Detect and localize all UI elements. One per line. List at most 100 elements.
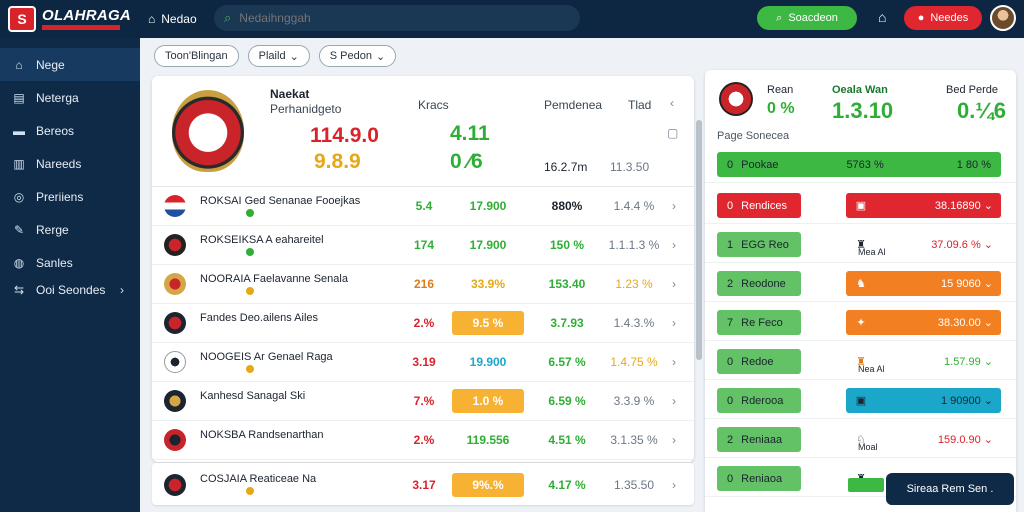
chevron-right-icon[interactable]: › bbox=[672, 394, 676, 408]
search-input[interactable] bbox=[239, 11, 540, 25]
table-icon: ▥ bbox=[13, 156, 25, 171]
nav-home[interactable]: ⌂ Nedao bbox=[148, 12, 197, 26]
featured-subtitle: Perhanidgeto bbox=[270, 102, 342, 116]
table-row[interactable]: ROKSEIKSA A eahareitel 174 17.900 150 % … bbox=[152, 226, 694, 265]
brand-logo[interactable]: S OLAHRAGA bbox=[0, 0, 140, 38]
team-crest bbox=[719, 82, 753, 116]
bet-sub-label: Mea Al bbox=[858, 246, 886, 257]
odds-col2[interactable]: 17.900 bbox=[469, 238, 507, 252]
sidebar-item-label: Neterga bbox=[36, 90, 79, 105]
bet-option-right[interactable]: ▣ 38.16890 ⌄ bbox=[846, 193, 1001, 218]
red-action-label: Needes bbox=[930, 12, 969, 24]
bet-option-left[interactable]: 2 Reodone bbox=[717, 271, 801, 296]
sidebar-item-5[interactable]: ✎ Rerge bbox=[0, 213, 140, 246]
bet-slip-button[interactable]: Sireaa Rem Sen . bbox=[886, 473, 1014, 505]
green-action-button[interactable]: ⌕ Soacdeon bbox=[757, 6, 857, 30]
table-row[interactable]: NOOGEIS Ar Genael Raga 3.19 19.900 6.57 … bbox=[152, 343, 694, 382]
odds-col1: 216 bbox=[413, 277, 435, 291]
odds-col2[interactable]: 9%.% bbox=[452, 472, 524, 497]
odds-col3: 6.57 % bbox=[548, 355, 586, 369]
odds-col2[interactable]: 9.5 % bbox=[452, 311, 524, 335]
bet-value: 15 9060 ⌄ bbox=[940, 278, 993, 290]
odds-col3: 150 % bbox=[549, 238, 585, 252]
filter-chip-2[interactable]: S Pedon ⌄ bbox=[318, 45, 397, 67]
odds-col2[interactable]: 33.9% bbox=[470, 277, 506, 291]
search-bar[interactable]: ⌕ bbox=[214, 5, 580, 31]
bet-option-right[interactable]: ▣ 1 90900 ⌄ bbox=[846, 388, 1001, 413]
odds-col2[interactable]: 1.0 % bbox=[452, 389, 524, 413]
chevron-left-icon[interactable]: ‹ bbox=[670, 96, 674, 110]
search-icon: ⌕ bbox=[776, 11, 783, 24]
table-row[interactable]: NOORAIA Faelavanne Senala 216 33.9% 153.… bbox=[152, 265, 694, 304]
bet-value: 38.16890 ⌄ bbox=[934, 200, 993, 212]
bet-option-left[interactable]: 2 Reniaaa bbox=[717, 427, 801, 452]
team-flag bbox=[164, 312, 186, 334]
table-row[interactable]: ROKSAI Ged Senanae Fooejkas 5.4 17.900 8… bbox=[152, 187, 694, 226]
bet-option-left[interactable]: 7 Re Feco bbox=[717, 310, 801, 335]
bet-option-right[interactable]: ♜ Mea Al 37.09.6 % ⌄ bbox=[846, 232, 1001, 257]
sidebar-item-3[interactable]: ▥ Nareeds bbox=[0, 147, 140, 180]
sidebar-item-1[interactable]: ▤ Neterga bbox=[0, 81, 140, 114]
chevron-right-icon[interactable]: › bbox=[672, 238, 676, 252]
chevron-right-icon[interactable]: › bbox=[672, 433, 676, 447]
bet-value: 37.09.6 % ⌄ bbox=[931, 239, 993, 251]
table-row[interactable]: COSJAIA Reaticeae Na 3.17 9%.% 4.17 % 1.… bbox=[152, 463, 694, 505]
team-flag bbox=[164, 195, 186, 217]
bet-option-right[interactable]: ✦ 38.30.00 ⌄ bbox=[846, 310, 1001, 335]
bet-label: Re Feco bbox=[741, 316, 783, 329]
featured-col1-big: 4.11 bbox=[450, 122, 490, 145]
odds-col2[interactable]: 119.556 bbox=[466, 433, 510, 447]
odds-col4: 1.4.3.% bbox=[613, 316, 655, 330]
square-icon[interactable]: ▢ bbox=[667, 126, 679, 140]
bet-option-left[interactable]: 0 Rderooa bbox=[717, 388, 801, 413]
chevron-right-icon[interactable]: › bbox=[672, 199, 676, 213]
table-row[interactable]: NOKSBA Randsenarthan 2.% 119.556 4.51 % … bbox=[152, 421, 694, 460]
bet-option-left[interactable]: 1 EGG Reo bbox=[717, 232, 801, 257]
filter-chip-1[interactable]: Plaild ⌄ bbox=[247, 45, 310, 67]
logo-stripe bbox=[42, 25, 120, 30]
chevron-right-icon: › bbox=[120, 283, 124, 297]
chevron-right-icon[interactable]: › bbox=[672, 316, 676, 330]
odds-col3: 6.59 % bbox=[548, 394, 586, 408]
bet-option-left[interactable]: 0 Redoe bbox=[717, 349, 801, 374]
chevron-right-icon[interactable]: › bbox=[672, 355, 676, 369]
bet-number: 0 bbox=[727, 394, 734, 407]
odds-col3: 4.51 % bbox=[548, 433, 586, 447]
sidebar-item-7[interactable]: ⇆ Ooi Seondes › bbox=[0, 279, 140, 301]
bet-option-right[interactable]: ♞ 15 9060 ⌄ bbox=[846, 271, 1001, 296]
bet-option-left[interactable]: 0 Pookae 5763 % 1 80 % bbox=[717, 152, 1001, 177]
panel-h1: Rean bbox=[767, 84, 794, 96]
bet-option-left[interactable]: 0 Rendices bbox=[717, 193, 801, 218]
table-row[interactable]: Kanhesd Sanagal Ski 7.% 1.0 % 6.59 % 3.3… bbox=[152, 382, 694, 421]
odds-col3: 4.17 % bbox=[548, 477, 586, 492]
table-row[interactable]: Fandes Deo.ailens Ailes 2.% 9.5 % 3.7.93… bbox=[152, 304, 694, 343]
bet-mid-value: 5763 % bbox=[846, 158, 884, 171]
odds-col2[interactable]: 17.900 bbox=[469, 199, 507, 213]
home-icon[interactable]: ⌂ bbox=[878, 9, 887, 25]
sidebar-item-2[interactable]: ▬ Bereos bbox=[0, 114, 140, 147]
sidebar-item-4[interactable]: ◎ Preriiens bbox=[0, 180, 140, 213]
featured-score-yellow: 9.8.9 bbox=[314, 150, 361, 173]
bet-number: 7 bbox=[727, 316, 734, 329]
chevron-right-icon[interactable]: › bbox=[672, 477, 676, 492]
bet-row: 2 Reodone ♞ 15 9060 ⌄ bbox=[705, 265, 1016, 302]
bet-option-left[interactable]: 0 Reniaoa bbox=[717, 466, 801, 491]
odds-col2[interactable]: 19.900 bbox=[469, 355, 507, 369]
odds-col4: 1.1.1.3 % bbox=[608, 238, 660, 252]
filter-chip-0[interactable]: Toon'Blingan bbox=[154, 45, 239, 67]
sidebar-item-6[interactable]: ◍ Sanles bbox=[0, 246, 140, 279]
team-icon: ▣ bbox=[855, 395, 867, 407]
chevron-right-icon[interactable]: › bbox=[672, 277, 676, 291]
avatar[interactable] bbox=[990, 5, 1016, 31]
team-flag bbox=[164, 390, 186, 412]
status-dot bbox=[246, 365, 254, 373]
bet-option-right[interactable]: ♘ Moal 159.0.90 ⌄ bbox=[846, 427, 1001, 452]
featured-match[interactable]: Naekat Perhanidgeto 114.9.0 9.8.9 Kracs … bbox=[152, 76, 694, 187]
bet-option-right[interactable]: ♜ Nea Al 1.57.99 ⌄ bbox=[846, 349, 1001, 374]
odds-col1: 7.% bbox=[413, 394, 435, 408]
team-icon: ♜ bbox=[856, 356, 866, 368]
sidebar-item-0[interactable]: ⌂ Nege bbox=[0, 48, 140, 81]
calendar-icon: ▤ bbox=[13, 90, 25, 105]
red-action-button[interactable]: ● Needes bbox=[904, 6, 982, 30]
scrollbar[interactable] bbox=[696, 120, 702, 360]
